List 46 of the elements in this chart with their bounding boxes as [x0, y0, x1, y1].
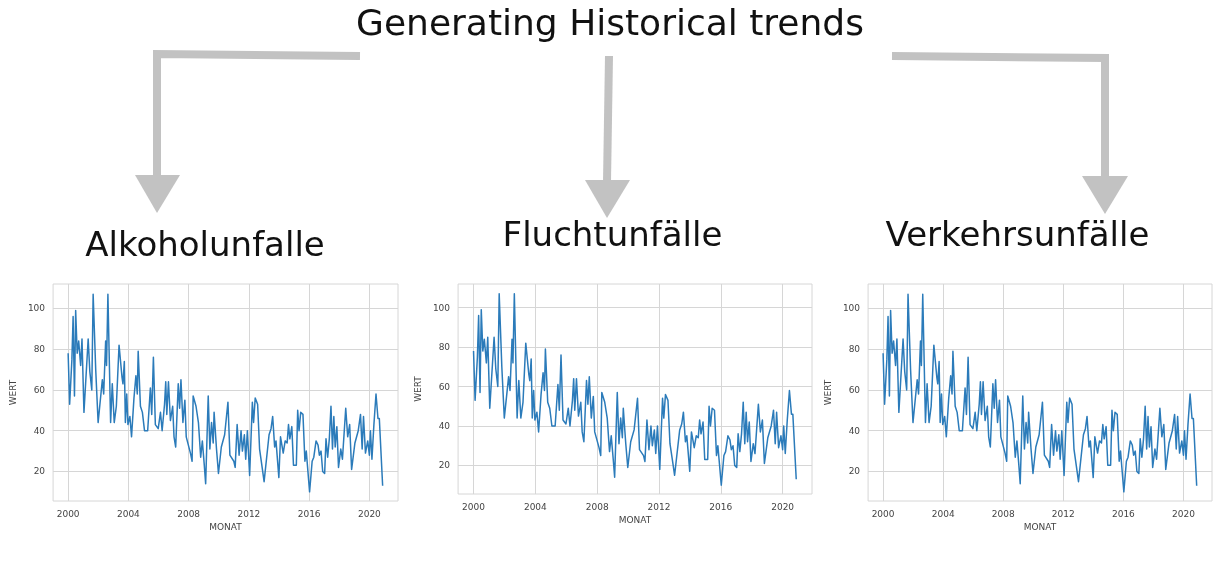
y-axis-title: WERT: [412, 375, 423, 402]
x-tick-label: 2012: [647, 501, 671, 512]
x-tick-label: 2004: [116, 508, 141, 519]
y-tick-label: 80: [33, 344, 46, 355]
line-series: [882, 293, 1198, 493]
y-tick-label: 100: [432, 302, 451, 313]
y-tick-label: 40: [438, 420, 451, 431]
x-tick-label: 2012: [1051, 508, 1075, 519]
chart-title: Verkehrsunfälle: [885, 214, 1150, 254]
x-tick-label: 2012: [237, 508, 261, 519]
x-tick-label: 2020: [1172, 508, 1196, 519]
chart-title: Fluchtunfälle: [502, 214, 723, 254]
x-tick-label: 2008: [585, 501, 609, 512]
x-tick-label: 2016: [297, 508, 321, 519]
line-series: [67, 293, 384, 493]
y-tick-label: 60: [848, 384, 861, 395]
y-tick-label: 20: [438, 460, 451, 471]
x-axis-title: MONAT: [618, 515, 652, 526]
x-tick-label: 2008: [991, 508, 1015, 519]
y-tick-label: 60: [33, 384, 46, 395]
x-tick-label: 2004: [931, 508, 955, 519]
x-tick-label: 2004: [523, 501, 548, 512]
y-tick-label: 20: [33, 466, 46, 477]
y-tick-label: 100: [842, 303, 861, 314]
text: Generating Historical trends: [355, 2, 865, 43]
y-axis-title: WERT: [822, 379, 833, 406]
y-tick-label: 20: [848, 466, 861, 477]
y-tick-label: 40: [33, 425, 46, 436]
chart-title: Alkoholunfalle: [85, 224, 325, 264]
x-tick-label: 2020: [357, 508, 382, 519]
x-tick-label: 2016: [1111, 508, 1136, 519]
x-tick-label: 2000: [871, 508, 895, 519]
x-axis-title: MONAT: [209, 522, 243, 533]
y-tick-label: 40: [848, 425, 861, 436]
y-tick-label: 80: [848, 344, 861, 355]
y-tick-label: 80: [438, 342, 451, 353]
x-tick-label: 2000: [462, 501, 486, 512]
x-tick-label: 2020: [771, 501, 795, 512]
y-tick-label: 60: [438, 381, 451, 392]
y-tick-label: 100: [27, 303, 46, 314]
x-axis-title: MONAT: [1023, 522, 1057, 533]
x-tick-label: 2000: [56, 508, 80, 519]
x-tick-label: 2016: [709, 501, 733, 512]
x-tick-label: 2008: [177, 508, 201, 519]
line-series: [472, 293, 797, 486]
y-axis-title: WERT: [7, 379, 18, 406]
